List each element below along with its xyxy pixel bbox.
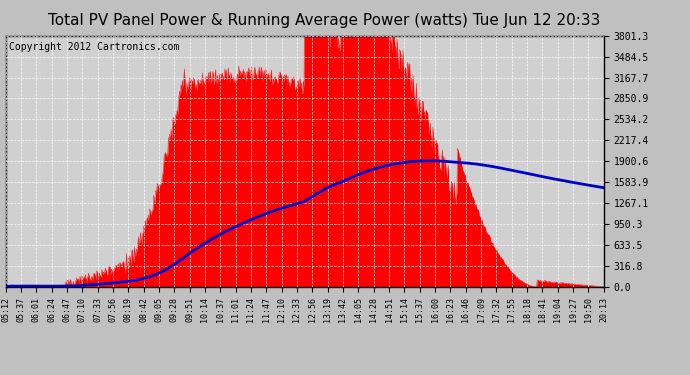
Text: Total PV Panel Power & Running Average Power (watts) Tue Jun 12 20:33: Total PV Panel Power & Running Average P… (48, 13, 600, 28)
Text: Copyright 2012 Cartronics.com: Copyright 2012 Cartronics.com (8, 42, 179, 52)
